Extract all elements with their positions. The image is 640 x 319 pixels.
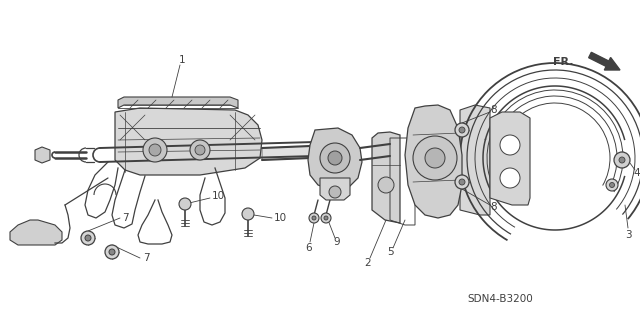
Circle shape <box>606 179 618 191</box>
Circle shape <box>413 136 457 180</box>
Circle shape <box>85 235 91 241</box>
Circle shape <box>500 135 520 155</box>
Polygon shape <box>115 108 262 175</box>
Text: 2: 2 <box>365 258 371 268</box>
Text: FR.: FR. <box>554 57 574 67</box>
Polygon shape <box>405 105 462 218</box>
Circle shape <box>143 138 167 162</box>
Circle shape <box>105 245 119 259</box>
Circle shape <box>242 208 254 220</box>
Circle shape <box>309 213 319 223</box>
Text: 6: 6 <box>306 243 312 253</box>
Text: 7: 7 <box>143 253 149 263</box>
Text: 3: 3 <box>625 230 631 240</box>
Text: SDN4-B3200: SDN4-B3200 <box>467 294 533 304</box>
Text: 8: 8 <box>491 105 497 115</box>
Circle shape <box>321 213 331 223</box>
Polygon shape <box>10 220 62 245</box>
Circle shape <box>614 152 630 168</box>
Circle shape <box>619 157 625 163</box>
Polygon shape <box>35 147 50 163</box>
Polygon shape <box>118 97 238 108</box>
Circle shape <box>190 140 210 160</box>
Polygon shape <box>308 128 362 190</box>
Text: 8: 8 <box>491 202 497 212</box>
Circle shape <box>195 145 205 155</box>
Text: 10: 10 <box>273 213 287 223</box>
Polygon shape <box>262 145 335 160</box>
Circle shape <box>81 231 95 245</box>
Text: 1: 1 <box>179 55 186 65</box>
Text: 9: 9 <box>333 237 340 247</box>
Circle shape <box>179 198 191 210</box>
Circle shape <box>329 186 341 198</box>
Circle shape <box>500 168 520 188</box>
Text: 4: 4 <box>634 168 640 178</box>
Circle shape <box>324 216 328 220</box>
Circle shape <box>459 127 465 133</box>
Text: 7: 7 <box>122 213 128 223</box>
Text: 10: 10 <box>211 191 225 201</box>
Polygon shape <box>320 178 350 200</box>
Circle shape <box>149 144 161 156</box>
Circle shape <box>455 175 469 189</box>
Polygon shape <box>460 105 490 215</box>
Circle shape <box>459 179 465 185</box>
Circle shape <box>320 143 350 173</box>
Circle shape <box>109 249 115 255</box>
FancyArrow shape <box>589 52 620 70</box>
Text: 5: 5 <box>387 247 394 257</box>
Circle shape <box>455 123 469 137</box>
Circle shape <box>328 151 342 165</box>
Circle shape <box>425 148 445 168</box>
Circle shape <box>609 182 614 188</box>
Circle shape <box>312 216 316 220</box>
Circle shape <box>378 177 394 193</box>
Polygon shape <box>372 132 400 223</box>
Polygon shape <box>490 112 530 205</box>
